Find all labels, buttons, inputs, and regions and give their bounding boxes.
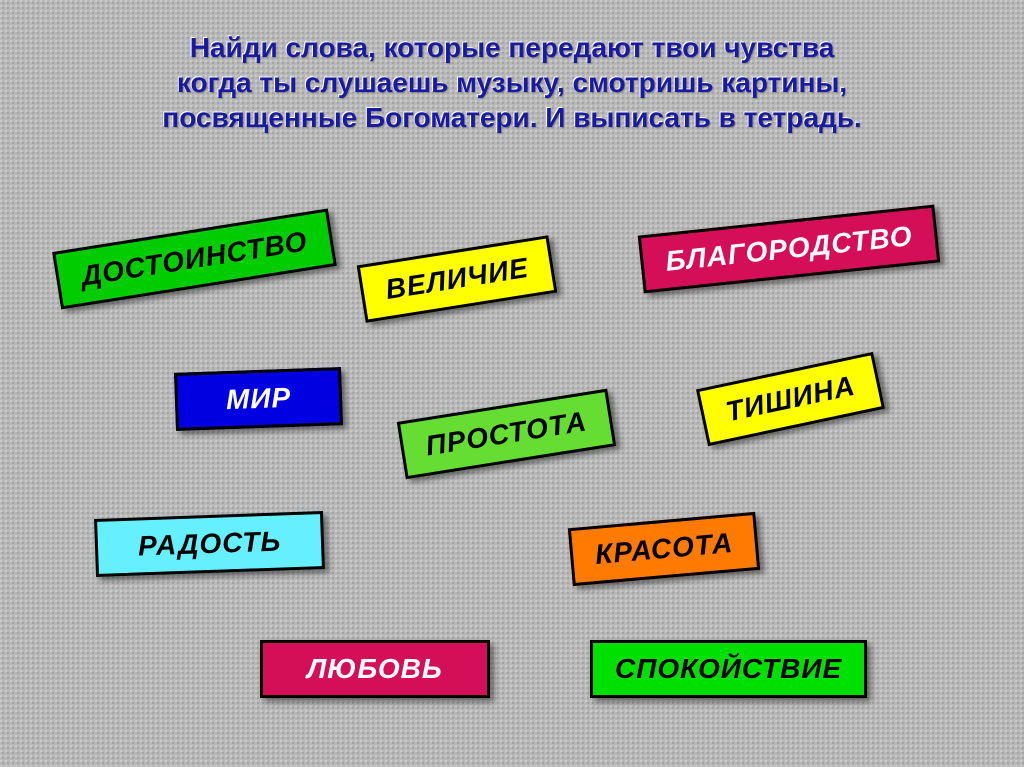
- task-title: Найди слова, которые передают твои чувст…: [0, 30, 1024, 135]
- title-line-3: посвященные Богоматери. И выписать в тет…: [40, 100, 984, 135]
- title-line-1: Найди слова, которые передают твои чувст…: [40, 30, 984, 65]
- word-tag-mir[interactable]: МИР: [174, 367, 343, 431]
- word-tag-blagorodstvo[interactable]: БЛАГОРОДСТВО: [638, 205, 941, 294]
- word-tag-radost[interactable]: РАДОСТЬ: [94, 511, 325, 577]
- title-line-2: когда ты слушаешь музыку, смотришь карти…: [40, 65, 984, 100]
- word-tag-prostota[interactable]: ПРОСТОТА: [397, 389, 616, 480]
- word-tag-tishina[interactable]: ТИШИНА: [696, 352, 885, 446]
- word-tag-dostoinstvo[interactable]: ДОСТОИНСТВО: [52, 209, 336, 310]
- word-tag-krasota[interactable]: КРАСОТА: [568, 512, 761, 586]
- word-tag-spokoystvie[interactable]: СПОКОЙСТВИЕ: [590, 640, 867, 698]
- word-tag-lyubov[interactable]: ЛЮБОВЬ: [260, 640, 490, 698]
- word-tag-velichie[interactable]: ВЕЛИЧИЕ: [357, 235, 558, 323]
